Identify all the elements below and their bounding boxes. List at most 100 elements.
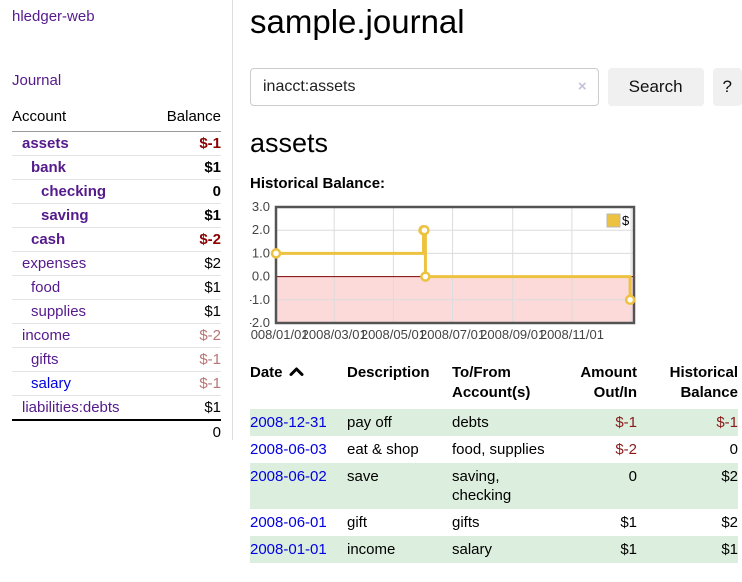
transaction-balance: 0	[729, 441, 738, 458]
historical-balance-chart: 3.0 2.0 1.0 0.0 -1.0 -2.02008/01/012008/03/01…	[243, 199, 636, 342]
chart-legend: $	[606, 213, 630, 228]
transaction-balance: $1	[645, 536, 738, 563]
account-balance: $1	[150, 275, 221, 300]
account-rows: assets $-1 bank $1 checking 0 saving $1 cash $-2 e…	[12, 132, 221, 420]
account-balance: $-1	[150, 347, 221, 372]
svg-text:2008/07/01: 2008/07/01	[420, 327, 485, 342]
account-cell: cash	[12, 227, 151, 252]
brand-link[interactable]: hledger-web	[12, 8, 95, 25]
search-box: ×	[250, 68, 599, 106]
account-row: bank $1	[12, 155, 221, 180]
account-balance: $2	[150, 251, 221, 276]
journal-nav-link[interactable]: Journal	[12, 72, 62, 89]
register-header-row: Date Description To/From Account(s) Amou…	[250, 361, 738, 409]
transaction-date-link[interactable]: 2008-12-31	[250, 414, 327, 431]
svg-text:3.0: 3.0	[252, 201, 270, 214]
account-link[interactable]: saving	[41, 207, 89, 224]
transaction-amount: 0	[567, 463, 645, 509]
clear-search-icon[interactable]: ×	[577, 78, 587, 95]
account-cell: food	[12, 275, 151, 300]
transaction-description: gift	[347, 514, 368, 531]
account-balance-table: Account Balance assets $-1 bank $1 checking 0…	[12, 108, 221, 445]
total-row-spacer	[12, 419, 151, 445]
transaction-row: 2008-12-31 pay off debts $-1 $-1	[250, 409, 738, 436]
account-cell: gifts	[12, 347, 151, 372]
svg-text:2008/01/01: 2008/01/01	[250, 327, 309, 342]
account-link[interactable]: bank	[31, 159, 67, 176]
transaction-description: eat & shop	[347, 441, 419, 458]
column-header-date[interactable]: Date	[250, 361, 347, 409]
column-header-amount: Amount Out/In	[580, 364, 637, 401]
transaction-row: 2008-01-01 income salary $1 $1	[250, 536, 738, 563]
sidebar-nav: Journal	[12, 72, 221, 90]
search-input[interactable]	[250, 68, 599, 106]
svg-text:2008/11/01: 2008/11/01	[540, 327, 604, 342]
transaction-description: pay off	[347, 409, 452, 436]
svg-text:0.0: 0.0	[252, 269, 270, 284]
chart-border	[274, 205, 636, 325]
column-header-accounts: To/From Account(s)	[452, 364, 531, 401]
transaction-amount: $1	[567, 536, 645, 563]
page-title: sample.journal	[250, 3, 465, 40]
x-axis-labels: 2008/01/012008/03/012008/05/012008/07/01…	[243, 327, 604, 342]
account-row: cash $-2	[12, 227, 221, 252]
transaction-row: 2008-06-02 save saving, checking 0 $2	[250, 463, 738, 509]
account-cell: income	[12, 323, 151, 348]
account-link[interactable]: gifts	[31, 351, 59, 368]
transaction-date-cell: 2008-06-01	[250, 509, 347, 536]
svg-text:2.0: 2.0	[252, 222, 270, 237]
account-row: saving $1	[12, 203, 221, 228]
account-link[interactable]: cash	[31, 231, 66, 248]
transaction-date-link[interactable]: 2008-06-03	[250, 441, 327, 458]
transaction-date-cell: 2008-06-02	[250, 463, 347, 509]
svg-text:$: $	[622, 213, 630, 228]
transaction-balance: $2	[721, 514, 738, 531]
svg-text:2008/03/01: 2008/03/01	[302, 327, 367, 342]
account-link[interactable]: checking	[41, 183, 107, 200]
account-row: assets $-1	[12, 132, 221, 156]
account-cell: saving	[12, 203, 151, 228]
account-link[interactable]: assets	[22, 135, 69, 152]
balance-column-header: Balance	[150, 108, 221, 132]
account-link[interactable]: liabilities:debts	[22, 399, 120, 416]
transaction-amount: $1	[620, 514, 637, 531]
svg-text:-2.0: -2.0	[250, 315, 270, 330]
account-link[interactable]: expenses	[22, 255, 87, 272]
help-button[interactable]: ?	[712, 68, 742, 106]
account-cell: liabilities:debts	[12, 395, 151, 420]
account-balance: $1	[150, 395, 221, 420]
account-link[interactable]: income	[22, 327, 71, 344]
svg-text:-1.0: -1.0	[250, 292, 270, 307]
transaction-date-cell: 2008-01-01	[250, 536, 347, 563]
account-link[interactable]: salary	[31, 375, 72, 392]
transaction-accounts: salary	[452, 536, 567, 563]
transaction-row: 2008-06-03 eat & shop food, supplies $-2 0	[250, 436, 738, 463]
total-balance: 0	[150, 419, 221, 445]
svg-text:2008/05/01: 2008/05/01	[361, 327, 426, 342]
account-link[interactable]: supplies	[31, 303, 87, 320]
sidebar: hledger-web Journal Account Balance asse…	[0, 0, 233, 445]
account-link[interactable]: food	[31, 279, 61, 296]
search-row: × Search ?	[250, 68, 742, 106]
svg-text:2008/09/01: 2008/09/01	[480, 327, 545, 342]
account-column-header: Account	[12, 108, 151, 132]
transaction-date-link[interactable]: 2008-06-01	[250, 514, 327, 531]
register-table: Date Description To/From Account(s) Amou…	[250, 361, 738, 563]
account-cell: checking	[12, 179, 151, 204]
svg-text:1.0: 1.0	[252, 245, 270, 260]
transaction-date-link[interactable]: 2008-06-02	[250, 468, 327, 485]
transaction-date-link[interactable]: 2008-01-01	[250, 541, 327, 558]
transaction-accounts: debts	[452, 409, 567, 436]
account-cell: expenses	[12, 251, 151, 276]
transaction-description: income	[347, 536, 452, 563]
account-row: checking 0	[12, 179, 221, 204]
search-button[interactable]: Search	[607, 68, 704, 106]
brand: hledger-web	[12, 8, 221, 26]
account-row: income $-2	[12, 323, 221, 348]
account-balance: $-2	[150, 323, 221, 348]
total-row: 0	[12, 419, 221, 445]
sort-ascending-icon	[289, 367, 304, 376]
transaction-balance: $2	[645, 463, 738, 509]
account-cell: supplies	[12, 299, 151, 324]
